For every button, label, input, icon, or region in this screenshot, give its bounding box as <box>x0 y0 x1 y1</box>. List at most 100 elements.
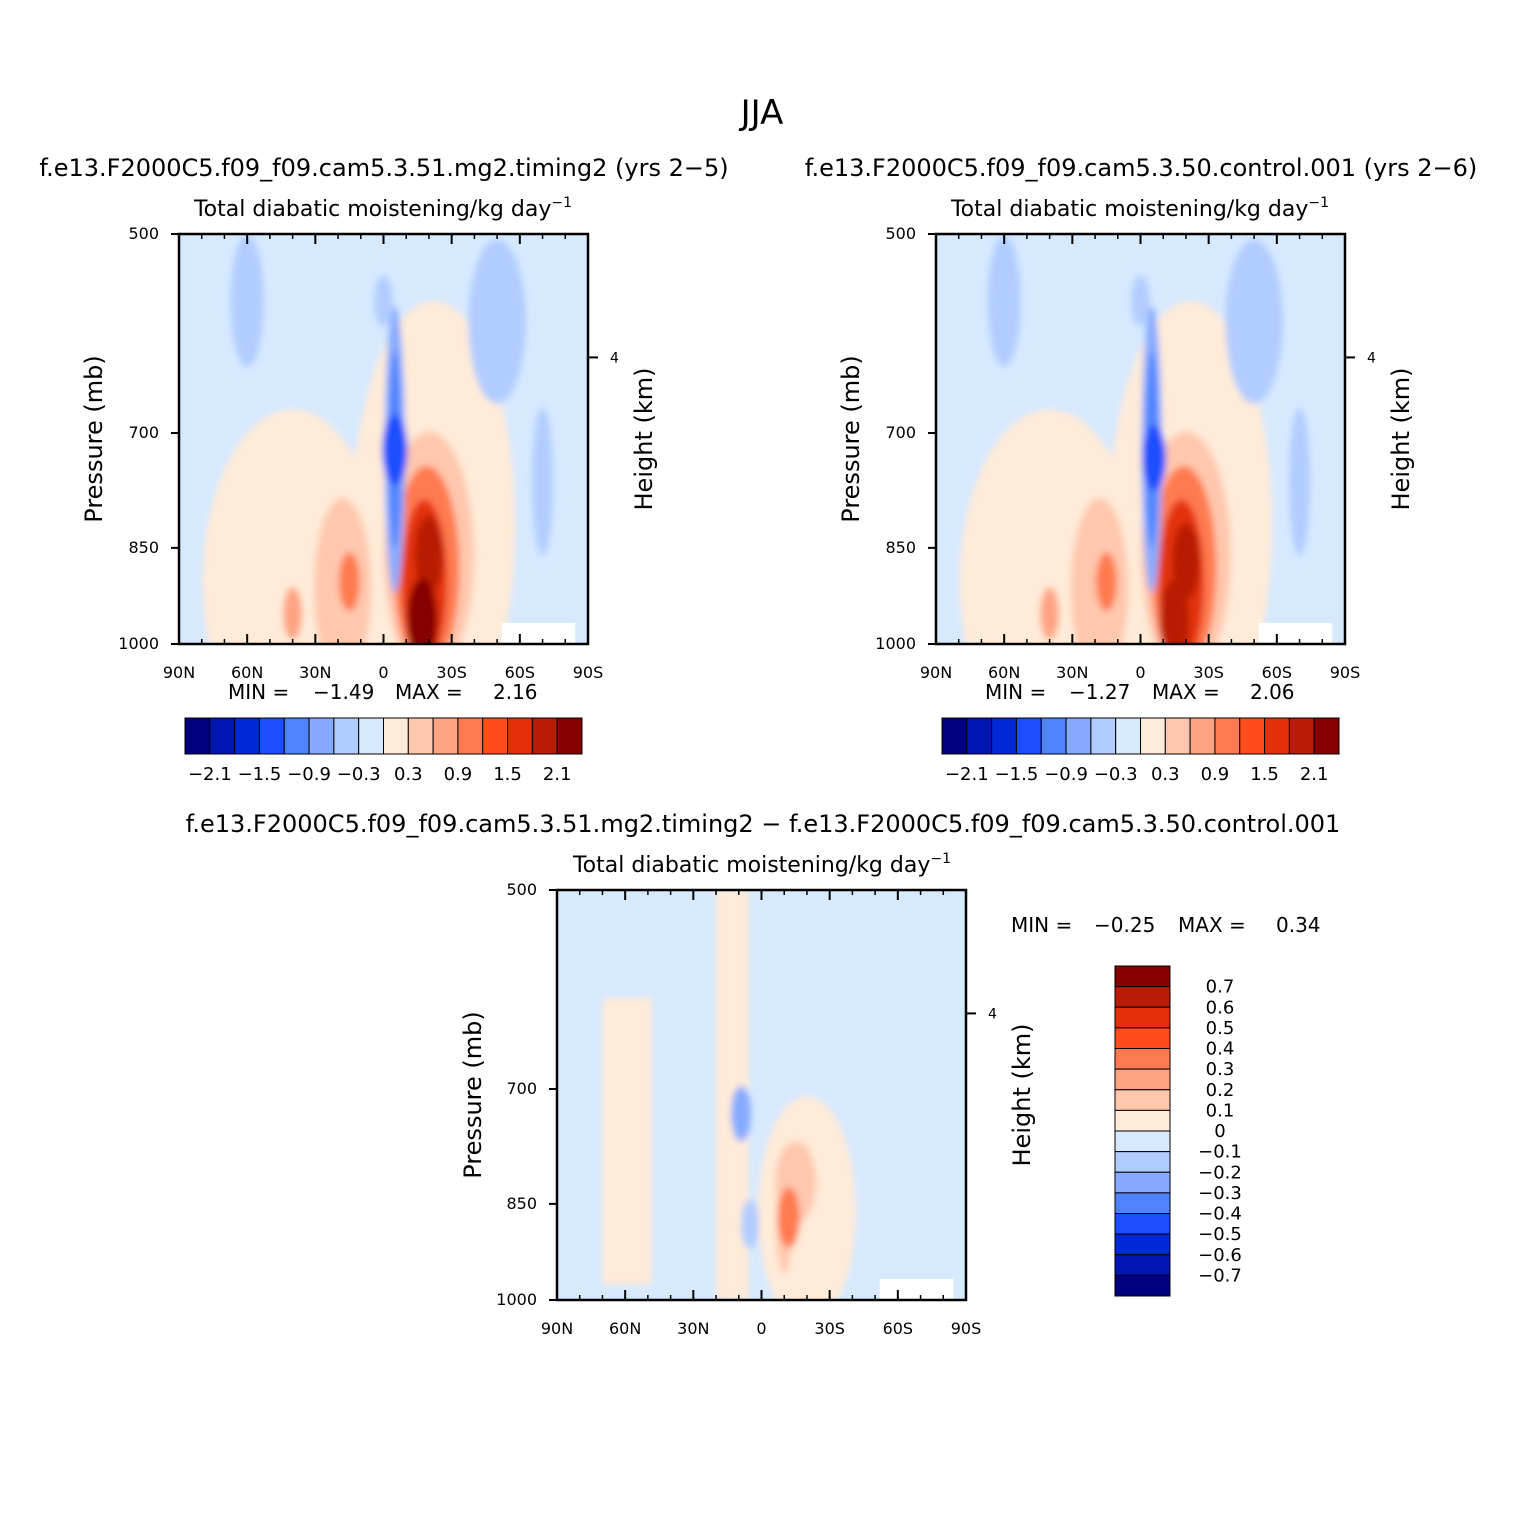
colorbar-box <box>556 717 583 755</box>
x-tick-label: 90N <box>541 1319 573 1338</box>
shade-patch <box>532 407 553 556</box>
field-shading <box>202 235 553 644</box>
x-tick-label: 30N <box>299 663 331 682</box>
min-label: MIN = <box>1011 913 1072 937</box>
colorbar-label: −0.3 <box>1198 1183 1242 1204</box>
y-tick-label: 850 <box>885 538 916 557</box>
colorbar-box <box>941 717 968 755</box>
colorbar-label: −0.1 <box>1198 1142 1242 1163</box>
field-shading <box>959 235 1310 644</box>
min-value: −1.27 <box>1069 680 1130 704</box>
data-feature <box>793 1143 812 1193</box>
colorbar-label: −0.2 <box>1198 1162 1242 1183</box>
colorbar-box <box>1114 1171 1171 1194</box>
min-value: −1.49 <box>313 680 374 704</box>
colorbar-box <box>1114 965 1171 988</box>
plot-title: Total diabatic moistening/kg day−1 <box>950 195 1329 222</box>
x-tick-label: 60S <box>1262 663 1293 682</box>
colorbar-label: −0.7 <box>1198 1265 1242 1286</box>
max-label: MAX = <box>395 680 463 704</box>
x-tick-label: 30N <box>677 1319 709 1338</box>
x-tick-label: 90N <box>163 663 195 682</box>
stats-readout: MIN = −1.49 MAX = 2.16 <box>228 680 538 704</box>
colorbar-box <box>1065 717 1092 755</box>
data-feature <box>414 515 443 594</box>
colorbar-label: 0.1 <box>1206 1100 1235 1121</box>
stats-readout: MIN = −1.27 MAX = 2.06 <box>985 680 1295 704</box>
colorbar-box <box>1114 1006 1171 1029</box>
colorbar-box <box>333 717 360 755</box>
colorbar-box <box>1114 1233 1171 1256</box>
colorbar-label: 1.5 <box>1250 764 1279 785</box>
colorbar-box <box>1115 717 1141 755</box>
colorbar-box <box>991 717 1017 755</box>
data-feature <box>741 1199 760 1250</box>
figure-title: JJA <box>739 93 784 133</box>
colorbar-label: −1.5 <box>995 764 1039 785</box>
colorbar-box <box>1015 717 1042 755</box>
data-feature <box>1244 275 1264 327</box>
x-tick-label: 60N <box>231 663 263 682</box>
data-feature <box>777 1187 800 1249</box>
colorbar-box <box>1264 717 1290 755</box>
x-tick-label: 60N <box>609 1319 641 1338</box>
max-value: 2.06 <box>1250 680 1295 704</box>
data-feature <box>1131 275 1150 327</box>
axis-ticks: 90N 60N 30N 0 30S 60S 90S 500 700 850 1000 4 <box>118 224 619 682</box>
plot-title-sup: −1 <box>1308 195 1329 211</box>
shade-patch <box>1289 407 1310 556</box>
data-feature <box>407 578 438 644</box>
data-feature <box>338 552 360 611</box>
y2-tick-label: 4 <box>610 350 619 366</box>
y2-axis-label: Height (km) <box>1387 368 1415 511</box>
data-feature <box>1172 523 1200 600</box>
plot-title: Total diabatic moistening/kg day−1 <box>572 851 951 878</box>
y-tick-label: 500 <box>128 224 159 243</box>
panel-control: f.e13.F2000C5.f09_f09.cam5.3.50.control.… <box>805 154 1478 785</box>
colorbar-box <box>1140 717 1166 755</box>
colorbar-label: 0.5 <box>1206 1018 1235 1039</box>
colorbar-box <box>1288 717 1315 755</box>
field-shading <box>602 890 857 1300</box>
colorbar-box <box>1114 986 1171 1008</box>
colorbar-label: −0.9 <box>287 764 331 785</box>
colorbar-box <box>966 717 993 755</box>
plot-title-main: Total diabatic moistening/kg day <box>572 853 930 878</box>
colorbar: −2.1 −1.5 −0.9 −0.3 0.3 0.9 1.5 2.1 <box>184 717 583 785</box>
colorbar-label: −0.3 <box>1094 764 1138 785</box>
y-tick-label: 500 <box>885 224 916 243</box>
colorbar-label: 0.3 <box>1206 1059 1235 1080</box>
colorbar-label: 2.1 <box>543 764 572 785</box>
case-label: f.e13.F2000C5.f09_f09.cam5.3.51.mg2.timi… <box>186 810 1341 838</box>
x-tick-label: 30S <box>436 663 467 682</box>
x-tick-label: 0 <box>756 1319 766 1338</box>
plot-title-main: Total diabatic moistening/kg day <box>193 197 551 222</box>
data-feature <box>283 587 303 641</box>
plot-title: Total diabatic moistening/kg day−1 <box>193 195 572 222</box>
colorbar: −2.1 −1.5 −0.9 −0.3 0.3 0.9 1.5 2.1 <box>941 717 1340 785</box>
data-feature <box>1095 552 1117 611</box>
data-feature <box>382 414 408 485</box>
panel-difference: f.e13.F2000C5.f09_f09.cam5.3.51.mg2.timi… <box>186 810 1341 1338</box>
colorbar-box <box>258 717 285 755</box>
case-label: f.e13.F2000C5.f09_f09.cam5.3.50.control.… <box>805 154 1478 182</box>
panel-case: f.e13.F2000C5.f09_f09.cam5.3.51.mg2.timi… <box>39 154 728 785</box>
colorbar-box <box>432 717 459 755</box>
min-label: MIN = <box>228 680 289 704</box>
colorbar-box <box>457 717 484 755</box>
colorbar-box <box>209 717 236 755</box>
min-label: MIN = <box>985 680 1046 704</box>
colorbar-label: 0.4 <box>1206 1039 1235 1060</box>
max-label: MAX = <box>1178 913 1246 937</box>
y2-axis-label: Height (km) <box>1008 1024 1036 1167</box>
colorbar-box <box>1114 1192 1171 1214</box>
y-axis-label: Pressure (mb) <box>459 1011 487 1178</box>
contour-field <box>936 234 1345 644</box>
y-tick-label: 700 <box>885 423 916 442</box>
x-tick-label: 90N <box>920 663 952 682</box>
colorbar-label: 0.3 <box>1151 764 1180 785</box>
colorbar-box <box>1090 717 1117 755</box>
colorbar-box <box>1114 1027 1171 1049</box>
colorbar-box <box>1114 1109 1171 1132</box>
missing-data-patch <box>879 1278 954 1300</box>
